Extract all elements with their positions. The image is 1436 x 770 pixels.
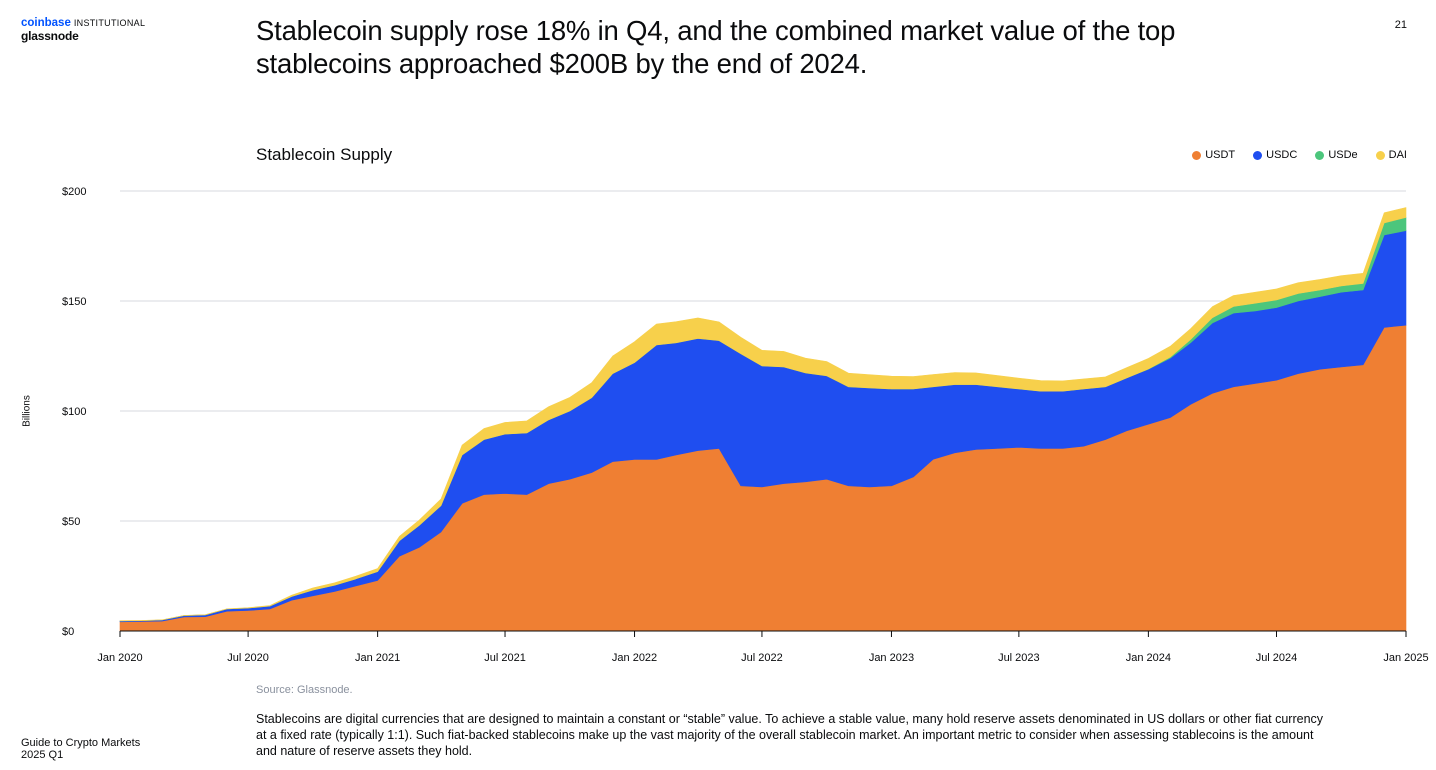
legend-label-dai: DAI xyxy=(1388,149,1407,161)
y-tick-label: $50 xyxy=(62,516,80,528)
source-note: Source: Glassnode. xyxy=(256,684,353,696)
legend-label-usde: USDe xyxy=(1328,149,1358,161)
legend-label-usdc: USDC xyxy=(1266,149,1298,161)
x-tick-label: Jul 2020 xyxy=(227,652,269,664)
area-dai xyxy=(119,207,1407,622)
x-tick-label: Jan 2021 xyxy=(355,652,400,664)
x-tick-label: Jan 2023 xyxy=(869,652,914,664)
x-tick-label: Jul 2024 xyxy=(1256,652,1298,664)
legend-swatch-usde xyxy=(1315,150,1325,160)
legend-item-dai: DAI xyxy=(1375,149,1407,161)
legend-item-usdt: USDT xyxy=(1192,149,1235,161)
x-tick-label: Jan 2022 xyxy=(612,652,657,664)
glassnode-wordmark: glassnode xyxy=(21,29,79,43)
x-tick-label: Jan 2025 xyxy=(1383,652,1428,664)
footer-title: Guide to Crypto Markets xyxy=(21,737,141,749)
body-paragraph: Stablecoins are digital currencies that … xyxy=(256,712,1324,758)
x-tick-label: Jan 2020 xyxy=(97,652,142,664)
page-number: 21 xyxy=(1394,19,1407,31)
y-tick-label: $200 xyxy=(62,186,86,198)
y-tick-label: $0 xyxy=(62,626,74,638)
x-tick-label: Jul 2023 xyxy=(998,652,1040,664)
stablecoin-supply-chart: $0 $50 $100 $150 $200 Jan 2020 Jul 2020 Jan 202… xyxy=(62,186,1429,664)
legend-swatch-usdt xyxy=(1192,150,1202,160)
legend-item-usdc: USDC xyxy=(1253,149,1297,161)
x-tick-label: Jul 2021 xyxy=(484,652,526,664)
x-tick-label: Jan 2024 xyxy=(1126,652,1171,664)
footer-period: 2025 Q1 xyxy=(21,749,64,761)
headline: Stablecoin supply rose 18% in Q4, and th… xyxy=(256,15,1176,79)
axes: $0 $50 $100 $150 $200 Jan 2020 Jul 2020 Jan 202… xyxy=(62,186,1429,664)
legend-swatch-dai xyxy=(1375,150,1385,160)
x-tick-label: Jul 2022 xyxy=(741,652,783,664)
y-tick-label: $150 xyxy=(62,296,86,308)
coinbase-wordmark: coinbase xyxy=(21,17,71,29)
legend-item-usde: USDe xyxy=(1315,149,1358,161)
y-tick-label: $100 xyxy=(62,406,86,418)
footer: Guide to Crypto Markets 2025 Q1 xyxy=(21,737,140,761)
area-series xyxy=(119,207,1407,632)
chart-title: Stablecoin Supply xyxy=(256,145,393,164)
brand-logo: coinbase INSTITUTIONAL glassnode xyxy=(21,17,145,43)
chart-legend: USDT USDC USDe DAI xyxy=(1192,149,1407,161)
institutional-label: INSTITUTIONAL xyxy=(73,18,146,28)
legend-swatch-usdc xyxy=(1253,150,1263,160)
legend-label-usdt: USDT xyxy=(1205,149,1236,161)
